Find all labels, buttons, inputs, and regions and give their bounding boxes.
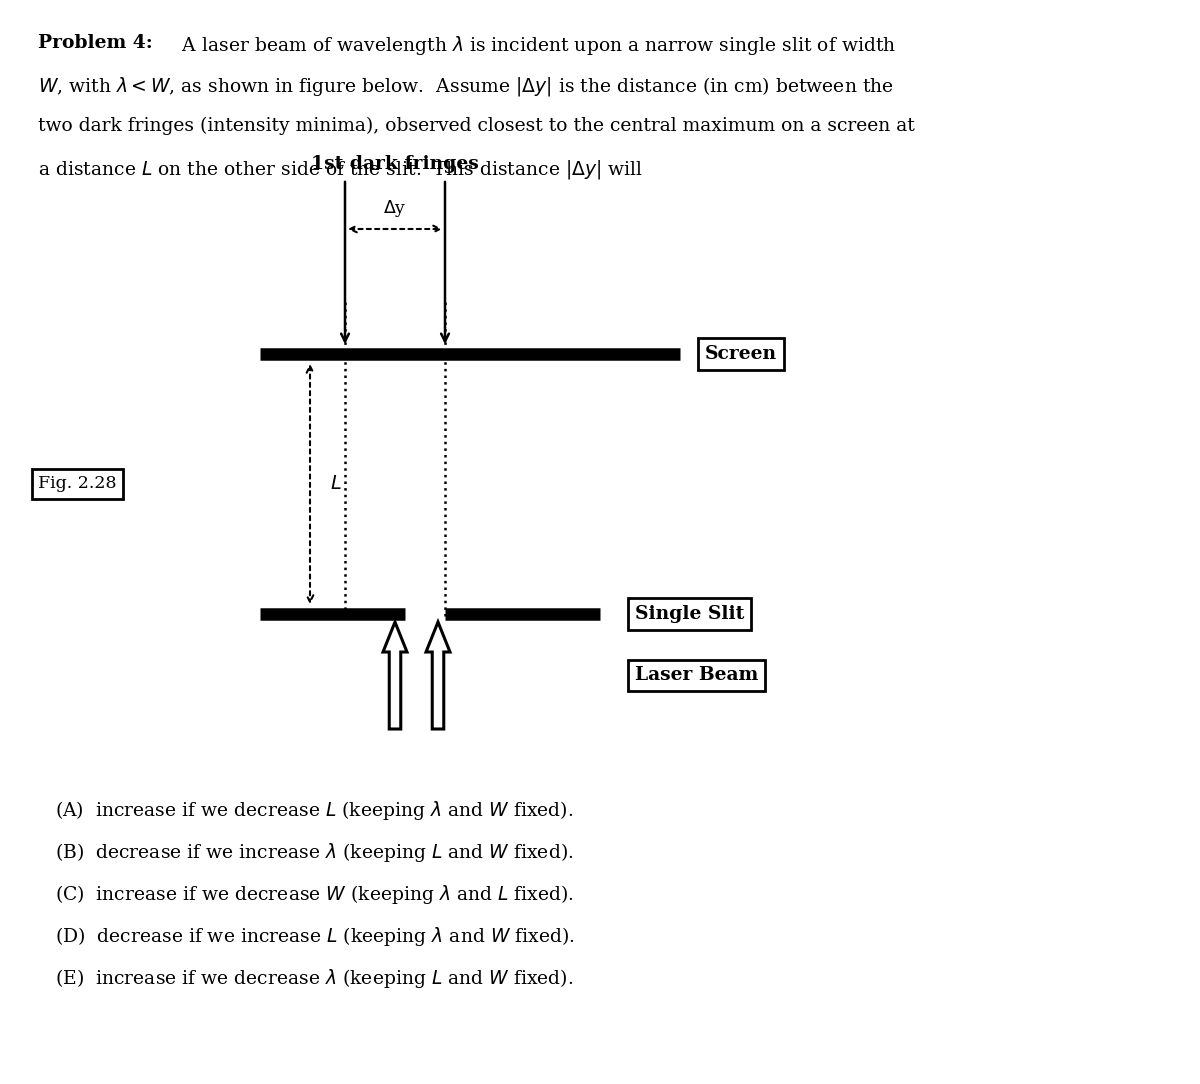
Text: Fig. 2.28: Fig. 2.28 bbox=[38, 476, 116, 492]
Text: (E)  increase if we decrease $\lambda$ (keeping $L$ and $W$ fixed).: (E) increase if we decrease $\lambda$ (k… bbox=[55, 967, 574, 990]
Polygon shape bbox=[426, 622, 450, 730]
Text: 1st dark fringes: 1st dark fringes bbox=[311, 155, 479, 173]
Text: $L$: $L$ bbox=[330, 475, 342, 493]
Text: $W$, with $\lambda < W$, as shown in figure below.  Assume $|\Delta y|$ is the d: $W$, with $\lambda < W$, as shown in fig… bbox=[38, 76, 894, 99]
Text: Laser Beam: Laser Beam bbox=[635, 667, 758, 684]
Text: a distance $L$ on the other side of the slit.  This distance $|\Delta y|$ will: a distance $L$ on the other side of the … bbox=[38, 158, 643, 181]
Text: Problem 4:: Problem 4: bbox=[38, 34, 152, 52]
Text: two dark fringes (intensity minima), observed closest to the central maximum on : two dark fringes (intensity minima), obs… bbox=[38, 117, 914, 136]
Text: Screen: Screen bbox=[706, 345, 778, 363]
Text: A laser beam of wavelength $\lambda$ is incident upon a narrow single slit of wi: A laser beam of wavelength $\lambda$ is … bbox=[170, 34, 896, 57]
Text: Single Slit: Single Slit bbox=[635, 605, 744, 623]
Text: (C)  increase if we decrease $W$ (keeping $\lambda$ and $L$ fixed).: (C) increase if we decrease $W$ (keeping… bbox=[55, 883, 574, 906]
Text: (B)  decrease if we increase $\lambda$ (keeping $L$ and $W$ fixed).: (B) decrease if we increase $\lambda$ (k… bbox=[55, 841, 574, 864]
Text: $\Delta$y: $\Delta$y bbox=[383, 198, 407, 219]
Text: (D)  decrease if we increase $L$ (keeping $\lambda$ and $W$ fixed).: (D) decrease if we increase $L$ (keeping… bbox=[55, 925, 575, 948]
Polygon shape bbox=[383, 622, 407, 730]
Text: (A)  increase if we decrease $L$ (keeping $\lambda$ and $W$ fixed).: (A) increase if we decrease $L$ (keeping… bbox=[55, 799, 574, 822]
